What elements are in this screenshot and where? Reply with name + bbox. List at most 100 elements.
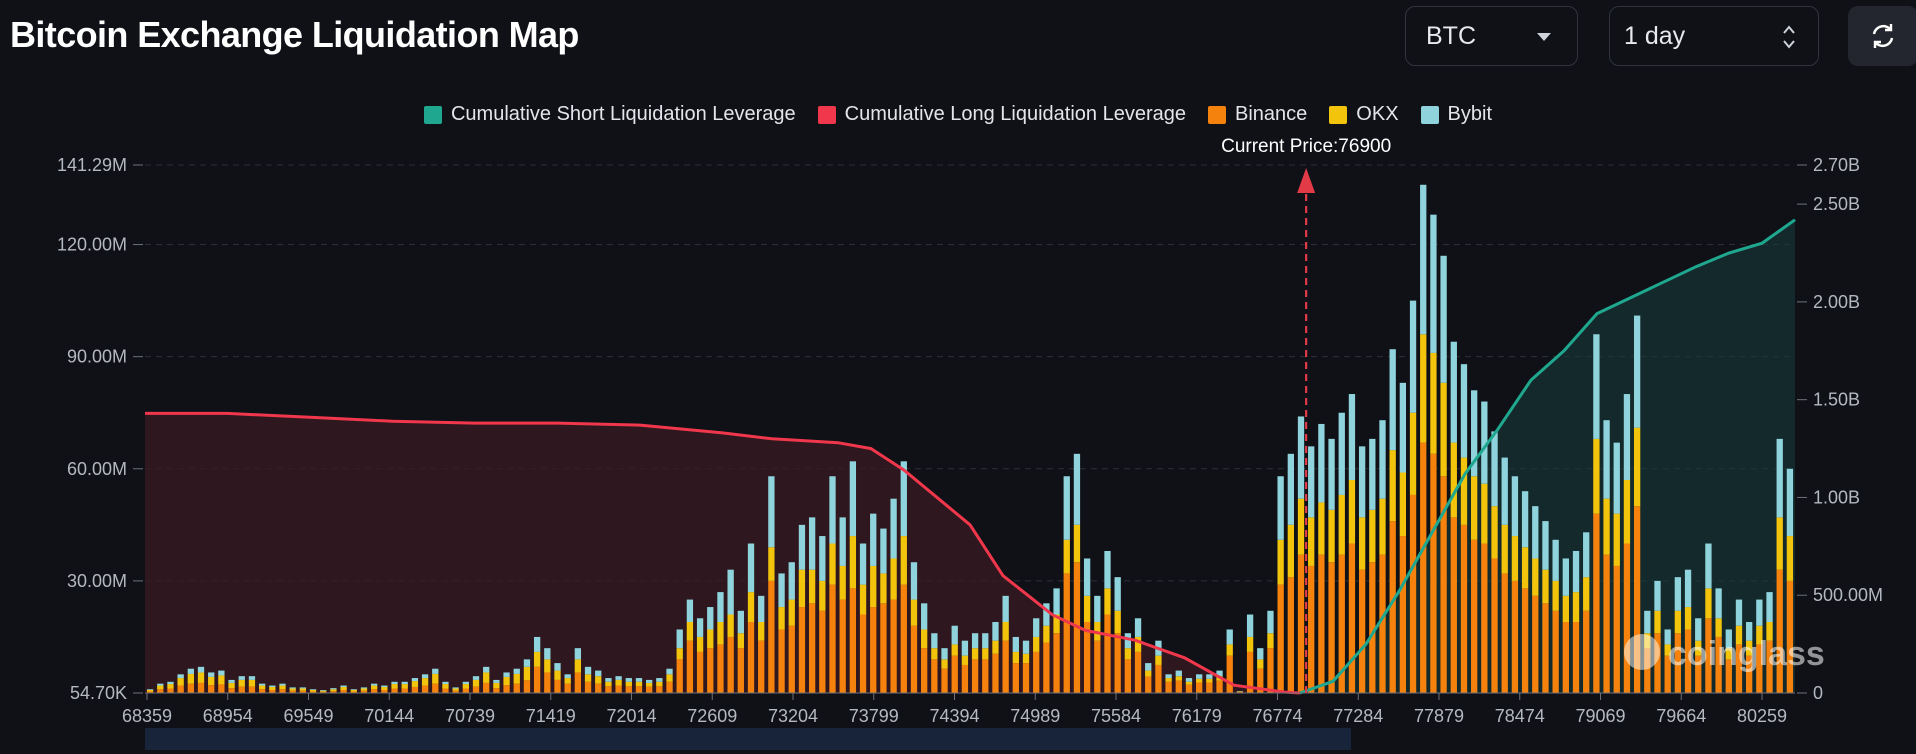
bar-binance[interactable] — [1226, 655, 1233, 693]
bar-bybit[interactable] — [1766, 592, 1773, 622]
bar-okx[interactable] — [1267, 633, 1274, 649]
bar-bybit[interactable] — [666, 668, 673, 675]
bar-okx[interactable] — [676, 648, 683, 660]
bar-bybit[interactable] — [320, 690, 327, 691]
bar-okx[interactable] — [1440, 382, 1447, 477]
bar-okx[interactable] — [554, 670, 561, 680]
bar-okx[interactable] — [533, 651, 541, 667]
bar-bybit[interactable] — [1654, 580, 1661, 611]
bar-binance[interactable] — [1623, 543, 1631, 693]
bar-okx[interactable] — [1246, 636, 1254, 652]
bar-okx[interactable] — [1542, 569, 1549, 604]
bar-okx[interactable] — [1633, 427, 1641, 507]
bar-okx[interactable] — [727, 614, 734, 637]
bar-okx[interactable] — [1746, 640, 1753, 656]
bar-okx[interactable] — [1654, 610, 1661, 634]
bar-okx[interactable] — [1155, 655, 1162, 665]
bar-bybit[interactable] — [574, 648, 582, 660]
bar-bybit[interactable] — [1124, 633, 1132, 649]
bar-bybit[interactable] — [1501, 457, 1508, 525]
bar-okx[interactable] — [1684, 607, 1692, 630]
bar-okx[interactable] — [788, 599, 795, 626]
bar-bybit[interactable] — [1644, 610, 1651, 634]
bar-okx[interactable] — [768, 547, 775, 581]
bar-bybit[interactable] — [503, 672, 510, 677]
bar-okx[interactable] — [1145, 670, 1152, 677]
bar-binance[interactable] — [544, 672, 551, 693]
bar-binance[interactable] — [615, 685, 622, 693]
legend-item-okx[interactable]: OKX — [1329, 103, 1399, 126]
bar-binance[interactable] — [472, 686, 480, 693]
bar-bybit[interactable] — [1674, 577, 1682, 611]
bar-binance[interactable] — [1695, 655, 1702, 693]
bar-okx[interactable] — [1348, 479, 1356, 544]
bar-okx[interactable] — [1399, 472, 1407, 537]
bar-okx[interactable] — [197, 672, 205, 683]
bar-okx[interactable] — [1287, 524, 1294, 578]
bar-binance[interactable] — [462, 688, 469, 693]
bar-okx[interactable] — [493, 682, 500, 689]
bar-binance[interactable] — [1613, 565, 1620, 693]
bar-binance[interactable] — [1481, 543, 1488, 693]
bar-okx[interactable] — [513, 673, 520, 684]
bar-okx[interactable] — [1338, 494, 1345, 555]
bar-binance[interactable] — [1257, 668, 1264, 693]
bar-bybit[interactable] — [595, 670, 602, 677]
bar-binance[interactable] — [157, 689, 164, 693]
bar-binance[interactable] — [696, 651, 704, 693]
bar-binance[interactable] — [1440, 476, 1447, 693]
bar-okx[interactable] — [747, 592, 755, 622]
bar-bybit[interactable] — [1348, 394, 1356, 480]
bar-binance[interactable] — [1654, 633, 1661, 693]
bar-binance[interactable] — [167, 688, 174, 693]
bar-bybit[interactable] — [1297, 416, 1305, 499]
bar-binance[interactable] — [910, 625, 918, 693]
bar-bybit[interactable] — [1786, 468, 1794, 537]
bar-bybit[interactable] — [1053, 588, 1060, 615]
bar-binance[interactable] — [1756, 644, 1763, 693]
bar-okx[interactable] — [330, 689, 337, 692]
bar-bybit[interactable] — [1012, 636, 1019, 652]
bar-binance[interactable] — [1175, 680, 1182, 693]
bar-binance[interactable] — [1501, 573, 1508, 693]
bar-okx[interactable] — [696, 636, 704, 652]
bar-binance[interactable] — [289, 690, 296, 693]
bar-binance[interactable] — [656, 686, 663, 693]
bar-bybit[interactable] — [442, 681, 449, 685]
bar-okx[interactable] — [269, 687, 276, 691]
bar-bybit[interactable] — [992, 622, 999, 641]
bar-bybit[interactable] — [605, 678, 612, 682]
bar-binance[interactable] — [411, 687, 419, 693]
bar-binance[interactable] — [1746, 655, 1753, 693]
bar-bybit[interactable] — [1420, 184, 1427, 335]
bar-okx[interactable] — [462, 684, 469, 689]
bar-okx[interactable] — [544, 659, 551, 673]
bar-okx[interactable] — [910, 599, 918, 626]
bar-okx[interactable] — [1124, 648, 1132, 660]
bar-okx[interactable] — [829, 543, 836, 585]
bar-bybit[interactable] — [1552, 539, 1559, 581]
bar-bybit[interactable] — [1389, 349, 1396, 451]
bar-okx[interactable] — [1022, 653, 1030, 664]
bar-binance[interactable] — [401, 688, 408, 693]
bar-binance[interactable] — [1053, 633, 1060, 693]
bar-bybit[interactable] — [737, 610, 744, 634]
bar-okx[interactable] — [167, 684, 174, 689]
bar-bybit[interactable] — [493, 679, 500, 683]
bar-binance[interactable] — [1674, 633, 1682, 693]
bar-binance[interactable] — [1521, 588, 1529, 693]
bar-bybit[interactable] — [1196, 674, 1203, 679]
legend-item-short[interactable]: Cumulative Short Liquidation Leverage — [423, 103, 796, 126]
bar-bybit[interactable] — [208, 672, 215, 677]
bar-binance[interactable] — [758, 640, 765, 693]
bar-okx[interactable] — [1114, 610, 1121, 634]
bar-okx[interactable] — [1725, 648, 1732, 660]
bar-binance[interactable] — [340, 690, 347, 693]
bar-binance[interactable] — [727, 636, 734, 693]
bar-bybit[interactable] — [1746, 622, 1753, 641]
bar-okx[interactable] — [686, 622, 694, 641]
bar-binance[interactable] — [1471, 539, 1478, 693]
bar-bybit[interactable] — [931, 633, 938, 649]
bar-binance[interactable] — [1165, 681, 1172, 693]
bar-bybit[interactable] — [961, 640, 969, 656]
